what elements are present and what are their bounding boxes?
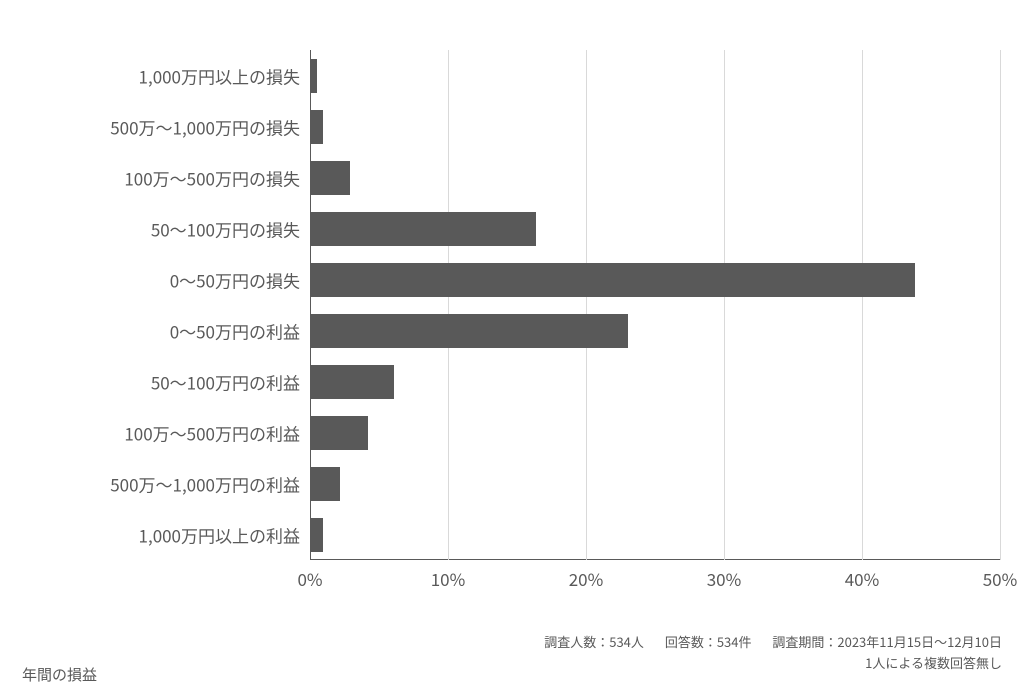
- meta-note: 1人による複数回答無し: [865, 653, 1002, 672]
- bar: [311, 161, 350, 195]
- x-tick-label: 20%: [569, 566, 604, 591]
- y-tick-label: 1,000万円以上の利益: [20, 526, 300, 543]
- y-tick-label: 0〜50万円の利益: [20, 322, 300, 339]
- meta-respondents: 調査人数：534人: [544, 632, 644, 651]
- meta-period: 調査期間：2023年11月15日〜12月10日: [772, 632, 1002, 651]
- bar: [311, 263, 915, 297]
- x-axis-line: [310, 559, 1000, 560]
- y-tick-label: 500万〜1,000万円の損失: [20, 118, 300, 135]
- grid-line: [724, 50, 725, 560]
- x-tick-label: 0%: [297, 566, 322, 591]
- bar: [311, 467, 340, 501]
- grid-line: [448, 50, 449, 560]
- bar: [311, 59, 317, 93]
- grid-line: [862, 50, 863, 560]
- meta-responses: 回答数：534件: [665, 632, 752, 651]
- x-axis-labels: 0%10%20%30%40%50%: [310, 566, 1000, 590]
- bar: [311, 416, 368, 450]
- x-tick-label: 10%: [431, 566, 466, 591]
- bar: [311, 365, 394, 399]
- y-tick-label: 50〜100万円の利益: [20, 373, 300, 390]
- survey-meta: 調査人数：534人 回答数：534件 調査期間：2023年11月15日〜12月1…: [544, 632, 1002, 674]
- bar: [311, 212, 536, 246]
- y-tick-label: 1,000万円以上の損失: [20, 67, 300, 84]
- y-tick-label: 100万〜500万円の利益: [20, 424, 300, 441]
- grid-line: [1000, 50, 1001, 560]
- y-tick-label: 100万〜500万円の損失: [20, 169, 300, 186]
- plot-area: [310, 50, 1000, 560]
- y-axis-labels: 1,000万円以上の損失 500万〜1,000万円の損失 100万〜500万円の損失…: [20, 50, 300, 560]
- x-tick-label: 40%: [845, 566, 880, 591]
- y-tick-label: 500万〜1,000万円の利益: [20, 475, 300, 492]
- chart-title: 年間の損益: [22, 664, 97, 685]
- bar: [311, 314, 628, 348]
- grid-line: [586, 50, 587, 560]
- bar: [311, 110, 323, 144]
- y-tick-label: 50〜100万円の損失: [20, 220, 300, 237]
- y-tick-label: 0〜50万円の損失: [20, 271, 300, 288]
- chart-container: 1,000万円以上の損失 500万〜1,000万円の損失 100万〜500万円の損失…: [20, 50, 1004, 590]
- x-tick-label: 30%: [707, 566, 742, 591]
- bar: [311, 518, 323, 552]
- x-tick-label: 50%: [983, 566, 1018, 591]
